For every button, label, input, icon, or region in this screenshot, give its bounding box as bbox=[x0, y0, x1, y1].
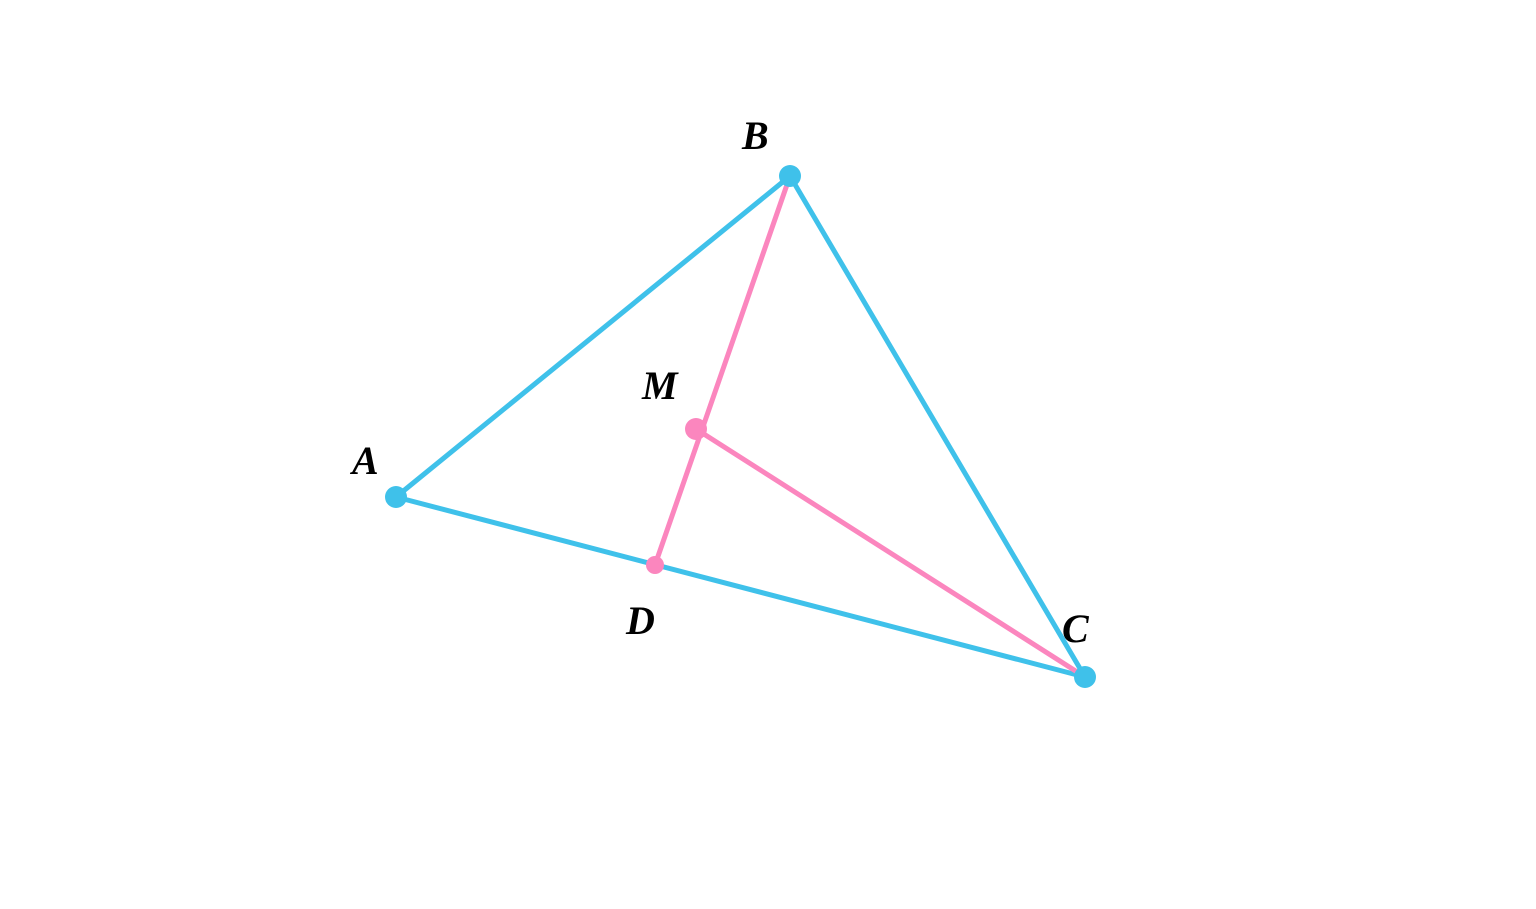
label-m: M bbox=[641, 363, 679, 408]
edge-b-c bbox=[790, 176, 1085, 677]
point-a bbox=[385, 486, 407, 508]
edge-a-c bbox=[396, 497, 1085, 677]
label-a: A bbox=[349, 438, 379, 483]
label-b: B bbox=[741, 113, 769, 158]
point-m bbox=[685, 418, 707, 440]
label-c: C bbox=[1062, 606, 1090, 651]
point-d bbox=[646, 556, 664, 574]
point-b bbox=[779, 165, 801, 187]
label-d: D bbox=[625, 598, 655, 643]
point-c bbox=[1074, 666, 1096, 688]
edge-m-c bbox=[696, 429, 1085, 677]
geometry-diagram: A B C D M bbox=[0, 0, 1536, 909]
